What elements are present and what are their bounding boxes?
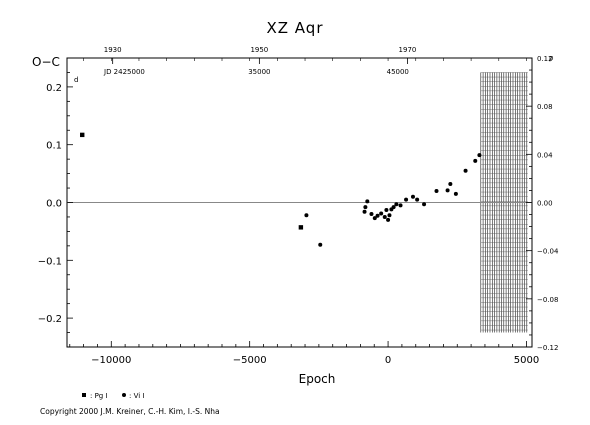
top-axis-ticks: 1930 1950 1970 35000 45000 [83,46,527,76]
y-axis-ticks: −0.2 −0.1 0.0 0.1 0.2 [38,57,73,348]
data-points [80,132,482,247]
right-axis-ticks: −0.12 −0.08 −0.04 0.00 0.04 0.08 0.12 [526,55,559,352]
top-jd-label: 45000 [387,68,409,76]
data-point-vi [445,188,450,193]
data-point-pg [80,132,85,138]
data-point-vi [410,194,415,199]
x-tick-label: −10000 [91,355,131,366]
y-tick-label: 0.0 [46,199,62,210]
data-point-vi [453,191,458,196]
x-axis-label: Epoch [299,372,336,386]
right-tick-label: 0.00 [537,200,553,208]
y-tick-label: 0.1 [46,141,62,152]
data-point-vi [387,213,392,218]
data-point-vi [422,202,427,207]
top-year-label: 1930 [104,46,122,54]
data-point-pg [298,225,304,230]
data-point-vi [386,217,391,222]
data-point-vi [318,242,323,247]
x-axis-ticks: −10000 −5000 0 5000 [69,341,539,366]
legend: : Pg I : Vi I [82,392,144,400]
chart-title: XZ Aqr [266,19,323,37]
data-point-vi [362,209,367,214]
data-point-vi [363,205,368,210]
right-tick-label: −0.12 [537,344,558,352]
data-point-vi [394,202,399,207]
top-jd-label: 35000 [248,68,270,76]
data-point-vi [384,208,389,213]
legend-item-pg: : Pg I [90,392,108,400]
data-point-vi [404,197,409,202]
right-tick-label: 0.12 [537,55,553,63]
y-tick-label: −0.1 [38,256,62,267]
top-year-label: 1950 [250,46,268,54]
x-tick-label: 5000 [514,355,539,366]
right-tick-label: −0.08 [537,296,558,304]
legend-square-marker [82,393,86,397]
data-point-vi [372,216,377,221]
y-tick-label: 0.2 [46,83,62,94]
x-tick-label: 0 [385,355,391,366]
data-point-vi [382,214,387,219]
right-axis-unit: p [549,54,554,62]
data-point-vi [434,188,439,193]
right-tick-label: 0.04 [537,151,553,159]
data-point-vi [369,212,374,217]
y-axis-label: O−C [32,55,60,69]
data-point-vi [463,168,468,173]
data-point-vi [473,158,478,163]
legend-item-vi: : Vi I [129,392,144,400]
y-tick-label: −0.2 [38,314,62,325]
data-point-vi [375,213,380,218]
data-point-vi [365,199,370,204]
data-point-vi [415,197,420,202]
data-point-vi [304,213,309,218]
right-tick-label: −0.04 [537,248,559,256]
data-point-vi [391,205,396,210]
data-point-vi [448,182,453,187]
y-axis-unit: d [74,76,78,84]
legend-circle-marker [122,393,126,397]
x-tick-label: −5000 [233,355,267,366]
top-jd-prefix: JD 2425000 [103,68,145,76]
top-year-label: 1970 [399,46,417,54]
data-point-vi [379,211,384,216]
copyright-text: Copyright 2000 J.M. Kreiner, C.-H. Kim, … [40,407,220,416]
data-point-vi [398,203,403,208]
right-tick-label: 0.08 [537,103,553,111]
data-point-vi [477,153,482,158]
